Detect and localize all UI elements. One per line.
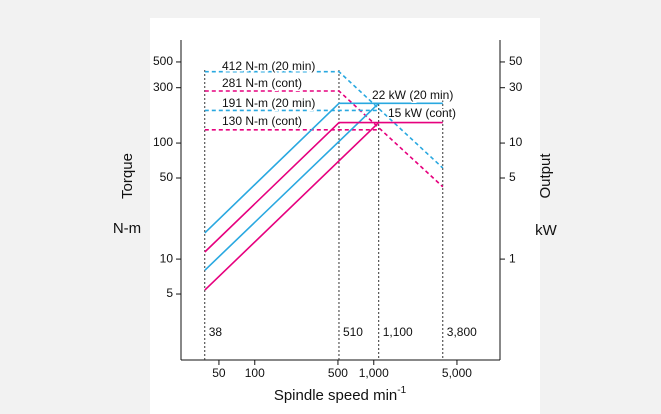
y2-tick-label: 5 [509, 170, 516, 184]
y2-tick-label: 10 [509, 135, 523, 149]
torque-line [204, 70, 444, 169]
y-axis-title: Torque [119, 153, 136, 199]
speed-marker-label: 1,100 [383, 325, 413, 339]
y-tick-label: 100 [153, 135, 173, 149]
line-annotation: 130 N-m (cont) [222, 114, 302, 128]
y2-tick-label: 50 [509, 54, 523, 68]
panel [150, 18, 540, 414]
y-tick-label: 5 [166, 286, 173, 300]
x-axis-title-sup: -1 [397, 385, 406, 396]
line-annotation: 22 kW (20 min) [372, 88, 453, 102]
y-tick-label: 50 [160, 170, 174, 184]
x-axis-title-text: Spindle speed min [274, 387, 397, 404]
y2-tick-label: 1 [509, 251, 516, 265]
y2-tick-label: 30 [509, 80, 523, 94]
x-tick-label: 500 [328, 366, 348, 380]
line-annotation: 191 N-m (20 min) [222, 96, 315, 110]
power-line [204, 122, 380, 291]
power-line [204, 102, 443, 234]
x-tick-label: 100 [245, 366, 265, 380]
power-line [204, 121, 443, 253]
y-tick-label: 10 [160, 251, 174, 265]
torque-line [204, 90, 444, 188]
speed-marker-label: 3,800 [447, 325, 477, 339]
line-annotation: 281 N-m (cont) [222, 76, 302, 90]
speed-marker-label: 38 [209, 325, 223, 339]
y-tick-label: 300 [153, 80, 173, 94]
speed-marker-label: 510 [343, 325, 363, 339]
x-tick-label: 5,000 [442, 366, 472, 380]
y-tick-label: 500 [153, 54, 173, 68]
y2-axis-title: Output [537, 153, 554, 199]
y2-axis-unit: kW [535, 222, 558, 239]
power-line [204, 102, 380, 271]
line-annotation: 412 N-m (20 min) [222, 59, 315, 73]
y-axis-unit: N-m [113, 220, 141, 237]
x-tick-label: 50 [212, 366, 226, 380]
x-axis-title: Spindle speed min-1 [274, 385, 407, 404]
x-tick-label: 1,000 [359, 366, 389, 380]
line-annotation: 15 kW (cont) [388, 106, 456, 120]
